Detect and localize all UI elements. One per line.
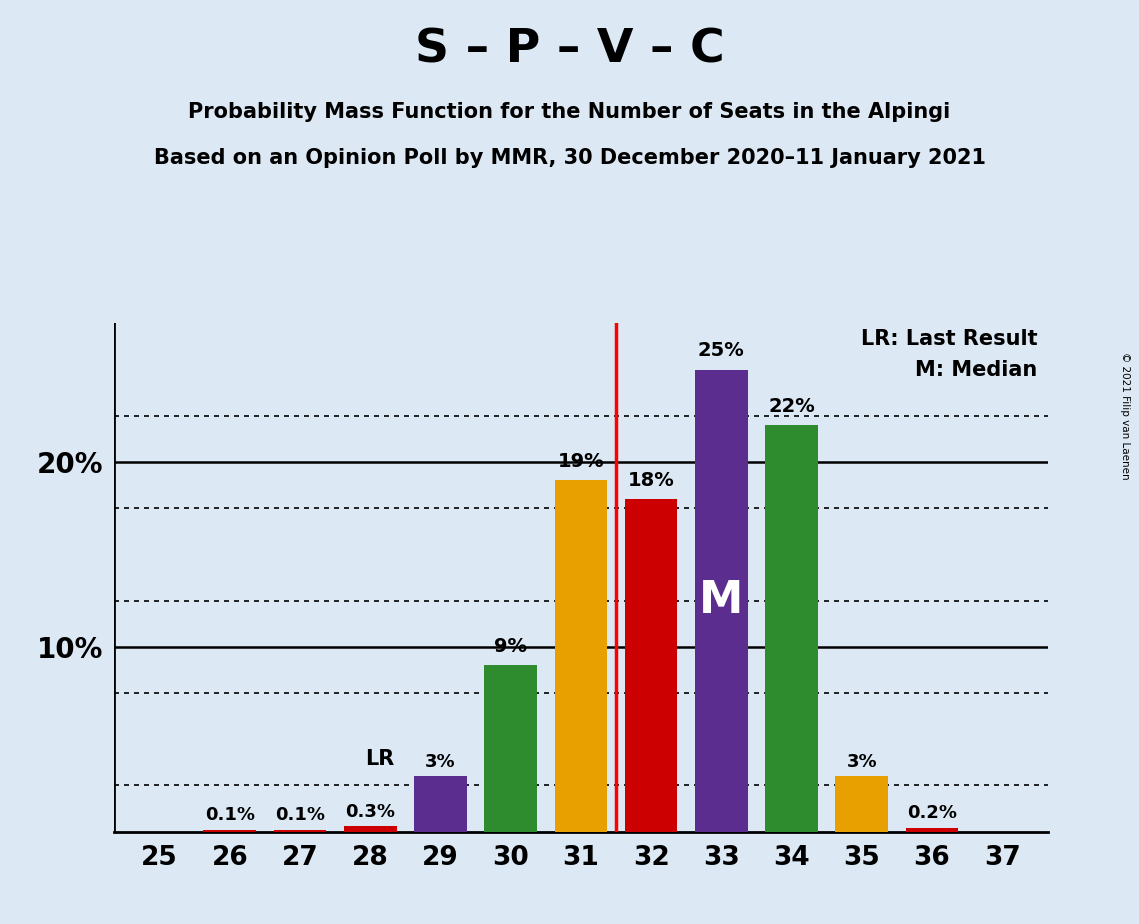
Text: 0.1%: 0.1% [274,807,325,824]
Text: © 2021 Filip van Laenen: © 2021 Filip van Laenen [1120,352,1130,480]
Text: LR: Last Result: LR: Last Result [861,329,1038,349]
Text: 9%: 9% [494,637,527,656]
Bar [906,828,958,832]
Text: 0.2%: 0.2% [907,805,957,822]
Text: 25%: 25% [698,341,745,360]
Text: 0.1%: 0.1% [205,807,255,824]
Bar [344,826,396,832]
Text: 18%: 18% [628,470,674,490]
Text: S – P – V – C: S – P – V – C [415,28,724,73]
Bar [415,776,467,832]
Bar [273,830,327,832]
Text: 3%: 3% [425,753,456,771]
Text: 22%: 22% [768,396,814,416]
Text: 0.3%: 0.3% [345,803,395,821]
Bar [625,499,678,832]
Bar [765,425,818,832]
Bar [835,776,888,832]
Text: 3%: 3% [846,753,877,771]
Text: M: Median: M: Median [915,360,1038,381]
Bar [555,480,607,832]
Bar [204,830,256,832]
Text: 19%: 19% [558,452,604,471]
Text: LR: LR [366,748,395,769]
Text: M: M [699,579,744,622]
Bar [695,370,747,832]
Text: Based on an Opinion Poll by MMR, 30 December 2020–11 January 2021: Based on an Opinion Poll by MMR, 30 Dece… [154,148,985,168]
Text: Probability Mass Function for the Number of Seats in the Alpingi: Probability Mass Function for the Number… [188,102,951,122]
Bar [484,665,536,832]
